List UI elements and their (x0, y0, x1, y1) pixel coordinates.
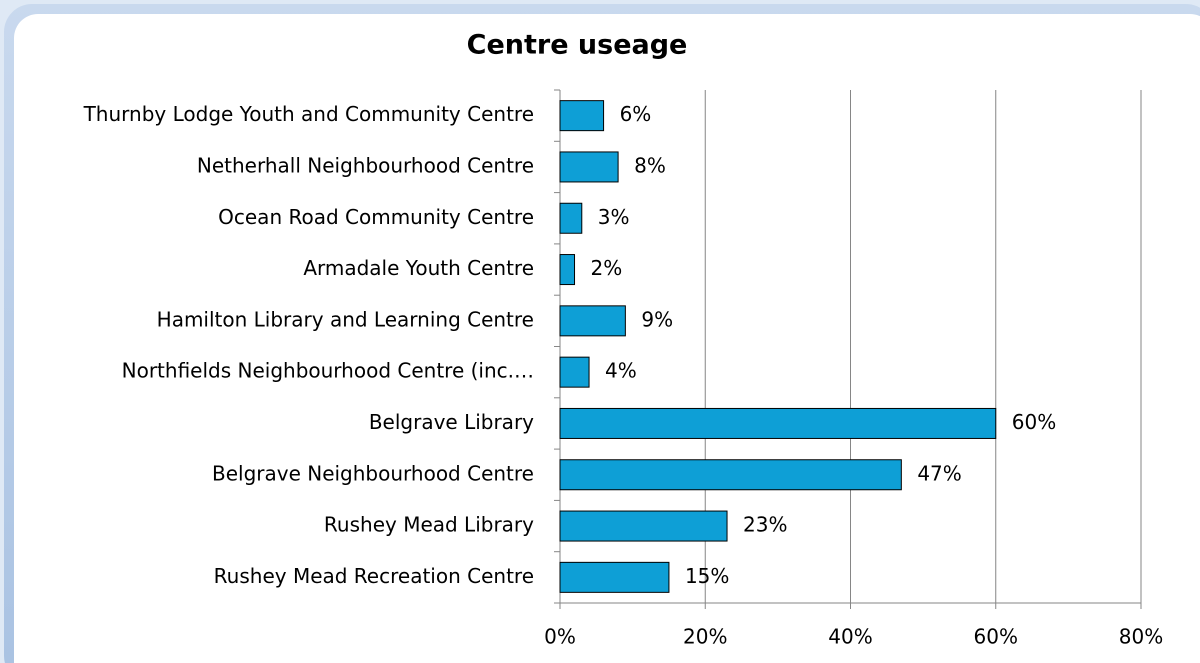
y-tick-label: Thurnby Lodge Youth and Community Centre (83, 102, 534, 126)
x-tick-label: 60% (974, 625, 1018, 649)
x-tick-label: 0% (544, 625, 576, 649)
bar (559, 151, 619, 183)
y-tick-label: Rushey Mead Recreation Centre (214, 564, 534, 588)
y-tick-label: Rushey Mead Library (324, 513, 534, 537)
bar (559, 407, 997, 439)
bar (559, 356, 590, 388)
y-tick-label: Armadale Youth Centre (303, 256, 534, 280)
data-label: 3% (598, 205, 630, 229)
bar (559, 510, 728, 542)
bar (559, 459, 902, 491)
y-tick-label: Ocean Road Community Centre (218, 205, 534, 229)
bar (559, 202, 583, 234)
data-label: 6% (620, 102, 652, 126)
x-tick-label: 20% (683, 625, 727, 649)
x-tick-label: 80% (1119, 625, 1163, 649)
chart-title: Centre useage (467, 30, 688, 61)
data-label: 2% (591, 256, 623, 280)
data-label: 60% (1012, 410, 1056, 434)
data-label: 23% (743, 513, 787, 537)
data-label: 15% (685, 564, 729, 588)
bar (559, 100, 605, 132)
bar (559, 254, 576, 286)
y-tick-label: Northfields Neighbourhood Centre (inc.… (122, 359, 534, 383)
data-label: 47% (917, 461, 961, 485)
y-tick-label: Netherhall Neighbourhood Centre (197, 153, 534, 177)
bar (559, 305, 626, 337)
bar (559, 561, 670, 593)
x-tick-label: 40% (828, 625, 872, 649)
y-tick-label: Belgrave Neighbourhood Centre (212, 461, 534, 485)
y-tick-label: Hamilton Library and Learning Centre (157, 307, 534, 331)
y-tick-label: Belgrave Library (369, 410, 534, 434)
data-label: 8% (634, 153, 666, 177)
chart-background (14, 14, 1200, 663)
data-label: 4% (605, 359, 637, 383)
data-label: 9% (641, 307, 673, 331)
